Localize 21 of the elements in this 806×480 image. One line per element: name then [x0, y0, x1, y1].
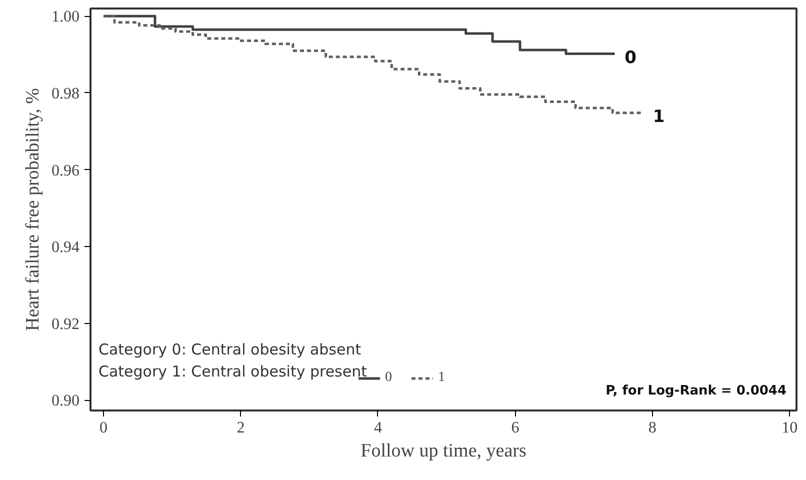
y-tick-label: 0.98 — [52, 85, 80, 102]
x-tick-label: 6 — [511, 420, 520, 436]
text: 1 — [652, 106, 665, 127]
x-axis-title: Follow up time, years — [360, 440, 526, 462]
y-tick-label: 0.92 — [52, 316, 80, 333]
y-axis-title: Heart failure free probability, % — [22, 88, 44, 332]
annotation: Category 0: Central obesity absent — [98, 340, 362, 358]
y-tick-label: 0.94 — [52, 239, 80, 256]
x-tick-label: 8 — [648, 420, 656, 436]
x-tick-label: 4 — [374, 420, 382, 436]
y-tick-label: 0.90 — [52, 392, 80, 410]
x-tick-label: 10 — [782, 420, 798, 436]
y-tick-label: 0.96 — [52, 162, 80, 180]
legend-label: 0 — [385, 370, 393, 386]
legend-label: 1 — [438, 370, 446, 386]
annotation: Category 1: Central obesity present — [98, 362, 368, 380]
annotation: P, for Log-Rank = 0.0044 — [606, 384, 787, 398]
x-tick-label: 2 — [236, 420, 245, 436]
y-tick-label: 1.00 — [52, 8, 80, 26]
x-tick-label: 0 — [100, 420, 108, 436]
text: 0 — [624, 48, 637, 68]
